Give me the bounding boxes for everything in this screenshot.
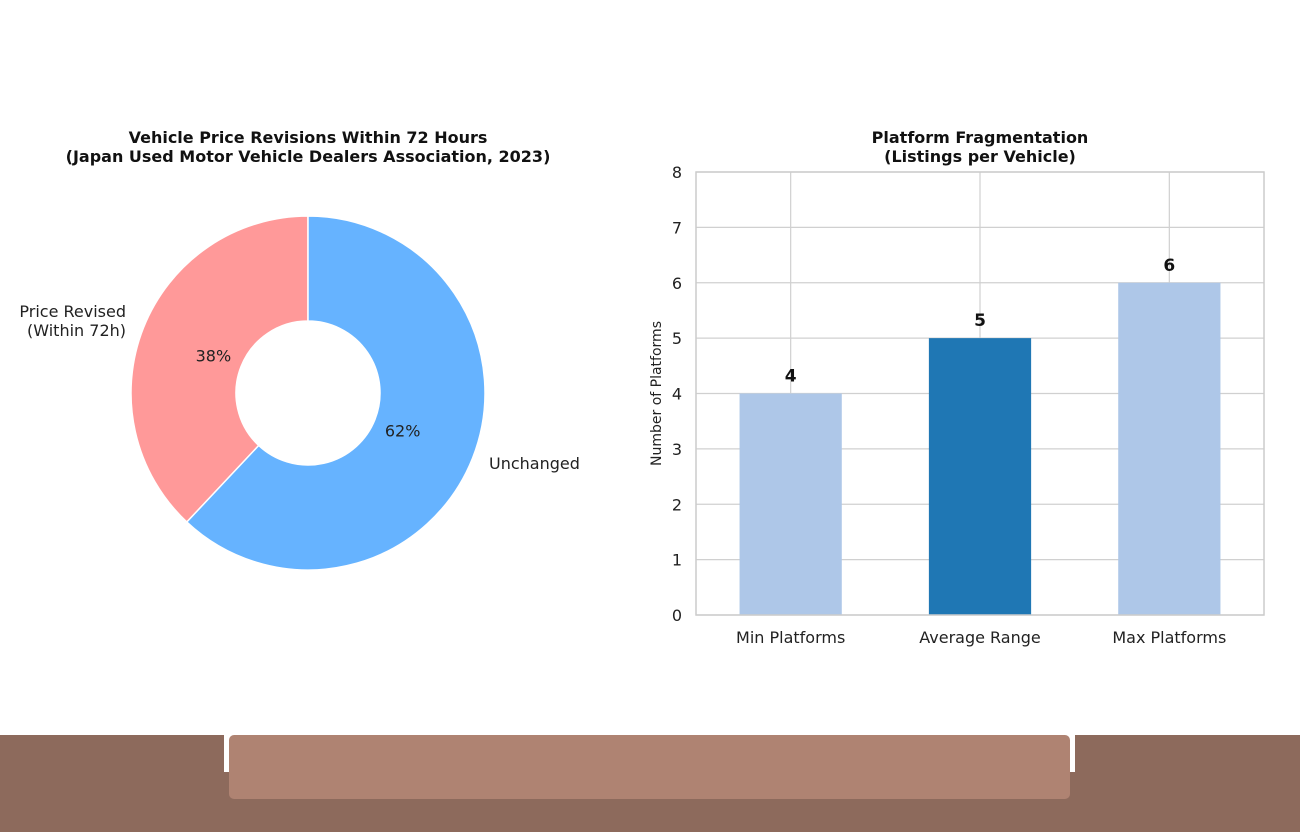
donut-slice <box>130 215 309 524</box>
bar-value-label: 5 <box>974 311 986 331</box>
y-tick-label: 6 <box>672 274 682 293</box>
donut-chart: Vehicle Price Revisions Within 72 Hours … <box>19 128 580 571</box>
donut-title-line1: Vehicle Price Revisions Within 72 Hours <box>129 128 488 147</box>
bar-value-label: 4 <box>785 367 797 387</box>
y-axis-label: Number of Platforms <box>649 321 665 466</box>
x-tick-label: Max Platforms <box>1112 628 1226 647</box>
y-tick-label: 0 <box>672 606 682 625</box>
bar <box>739 393 842 615</box>
y-tick-label: 3 <box>672 440 682 459</box>
bar <box>1118 282 1221 615</box>
y-tick-label: 5 <box>672 329 682 348</box>
y-tick-label: 2 <box>672 495 682 514</box>
footer-panel <box>229 735 1070 799</box>
bar-bars <box>739 282 1221 615</box>
bar-value-labels: 4 5 6 <box>785 256 1176 387</box>
slice-label-revised-line1: Price Revised <box>19 302 126 321</box>
y-tick-label: 7 <box>672 218 682 237</box>
bar-title-line2: (Listings per Vehicle) <box>884 147 1076 166</box>
figure: Vehicle Price Revisions Within 72 Hours … <box>19 128 1265 647</box>
donut-title-line2: (Japan Used Motor Vehicle Dealers Associ… <box>66 147 551 166</box>
x-tick-label: Average Range <box>919 628 1041 647</box>
bar-chart: Platform Fragmentation (Listings per Veh… <box>649 128 1265 647</box>
y-tick-label: 4 <box>672 385 682 404</box>
y-tick-label: 1 <box>672 551 682 570</box>
y-tick-label: 8 <box>672 163 682 182</box>
plot-frame <box>695 171 1265 616</box>
donut-slices <box>130 215 486 571</box>
figure-canvas: Vehicle Price Revisions Within 72 Hours … <box>19 128 1265 647</box>
bar-value-label: 6 <box>1163 256 1175 276</box>
y-tick-labels: 0 1 2 3 4 5 6 7 8 <box>672 163 682 625</box>
donut-labels: 38% 62% Price Revised (Within 72h) Uncha… <box>19 302 580 473</box>
slice-label-revised-line2: (Within 72h) <box>27 321 126 340</box>
slice-pct-label: 62% <box>385 421 421 440</box>
donut-slice <box>185 215 486 571</box>
bar <box>928 338 1032 615</box>
x-tick-labels: Min Platforms Average Range Max Platforms <box>736 628 1226 647</box>
slice-label-unchanged: Unchanged <box>489 454 580 473</box>
bar-title-line1: Platform Fragmentation <box>872 128 1089 147</box>
slice-pct-label: 38% <box>196 347 232 366</box>
x-tick-label: Min Platforms <box>736 628 845 647</box>
